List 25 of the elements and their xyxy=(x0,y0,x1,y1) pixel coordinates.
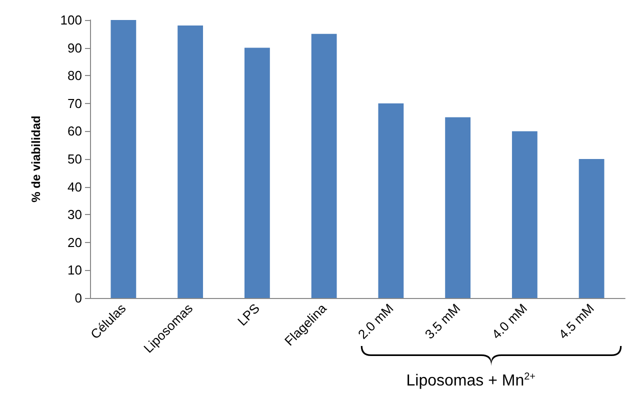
x-tick-label: 4.5 mM xyxy=(556,300,597,342)
x-tick-label: 3.5 mM xyxy=(422,300,464,342)
y-tick-label: 60 xyxy=(68,124,82,139)
y-tick-label: 0 xyxy=(74,290,82,306)
bar xyxy=(512,131,538,298)
x-tick-label: 4.0 mM xyxy=(488,300,530,342)
y-tick-label: 100 xyxy=(60,12,82,28)
y-tick-label: 70 xyxy=(68,96,82,111)
y-tick-label: 20 xyxy=(68,234,82,250)
bar xyxy=(445,117,471,298)
y-tick-label: 90 xyxy=(68,40,82,56)
x-tick-label: 2.0 mM xyxy=(355,300,396,342)
x-tick-label: LPS xyxy=(234,300,263,329)
y-tick-label: 80 xyxy=(68,68,82,84)
y-tick-label: 30 xyxy=(68,207,82,222)
bar xyxy=(178,26,204,298)
bar xyxy=(244,48,270,298)
y-tick-label: 10 xyxy=(68,262,82,278)
y-tick-label: 40 xyxy=(68,179,82,194)
bar xyxy=(578,159,604,298)
bar xyxy=(378,103,404,298)
bar xyxy=(110,20,136,298)
bar xyxy=(311,34,337,298)
y-tick-label: 50 xyxy=(68,152,82,166)
y-axis-title: % de viabilidad xyxy=(29,116,43,202)
